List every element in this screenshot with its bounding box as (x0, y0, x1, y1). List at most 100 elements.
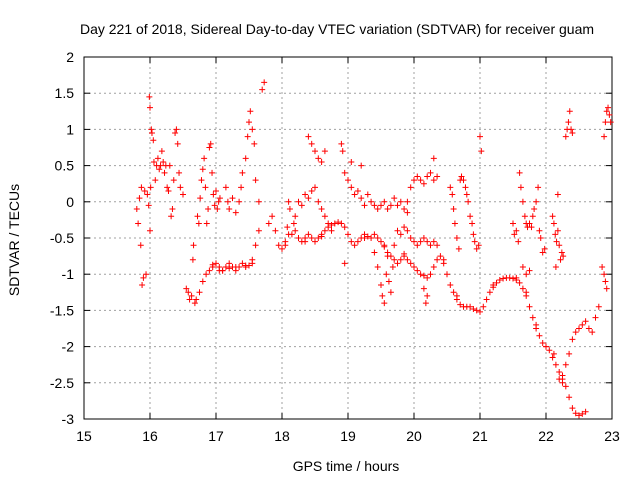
data-point (148, 126, 155, 133)
data-point (394, 227, 401, 234)
data-point (420, 285, 427, 292)
data-point (473, 245, 480, 252)
data-point (387, 202, 394, 209)
data-point (533, 198, 540, 205)
data-point (430, 238, 437, 245)
data-point (203, 220, 210, 227)
data-point (411, 177, 417, 184)
data-point (272, 227, 279, 234)
data-point (422, 300, 429, 307)
data-point (328, 221, 335, 228)
data-point (158, 148, 165, 155)
data-point (348, 184, 355, 191)
data-point (414, 267, 421, 274)
data-point (397, 256, 404, 263)
data-point (209, 261, 216, 268)
data-point (191, 300, 198, 307)
data-point (427, 271, 434, 278)
data-point (579, 321, 586, 328)
data-point (529, 314, 536, 321)
data-point (465, 198, 472, 205)
data-point (394, 202, 401, 209)
data-point (312, 148, 318, 155)
y-tick-label: -1.5 (50, 302, 74, 318)
data-point (335, 219, 342, 226)
data-point (345, 231, 351, 238)
data-point (341, 260, 348, 267)
x-tick-label: 18 (274, 428, 290, 444)
data-point (358, 162, 365, 169)
data-point (236, 198, 243, 205)
data-point (209, 169, 216, 176)
data-point (391, 256, 398, 263)
data-point (325, 220, 332, 227)
data-point (371, 249, 378, 256)
data-point (469, 220, 476, 227)
data-point (576, 325, 582, 332)
data-point (186, 296, 193, 303)
data-point (285, 198, 292, 205)
data-point (170, 177, 177, 184)
data-point (247, 108, 254, 115)
data-point (214, 206, 221, 213)
data-point (226, 260, 233, 267)
data-point (592, 314, 599, 321)
data-point (210, 191, 217, 198)
data-point (154, 155, 161, 162)
data-point (552, 263, 559, 270)
data-point (510, 220, 516, 227)
data-point (457, 301, 464, 308)
data-point (417, 271, 424, 278)
data-point (341, 224, 348, 231)
data-point (139, 282, 146, 289)
data-point (305, 195, 312, 202)
data-point (510, 275, 516, 282)
data-point (420, 180, 427, 187)
data-point (164, 184, 171, 191)
data-points (133, 79, 614, 419)
data-point (315, 155, 322, 162)
data-point (506, 274, 513, 281)
data-point (312, 238, 318, 245)
data-point (500, 275, 507, 282)
data-point (515, 238, 522, 245)
data-point (371, 202, 378, 209)
data-point (569, 130, 576, 137)
data-point (569, 405, 576, 412)
data-point (232, 263, 239, 270)
x-tick-label: 19 (340, 428, 356, 444)
data-point (238, 184, 245, 191)
data-point (424, 173, 431, 180)
data-point (407, 184, 414, 191)
data-point (202, 184, 209, 191)
data-point (252, 242, 259, 249)
data-point (201, 155, 208, 162)
x-tick-label: 17 (208, 428, 224, 444)
y-tick-label: -0.5 (50, 230, 74, 246)
data-point (550, 220, 557, 227)
data-point (450, 206, 457, 213)
data-point (290, 220, 297, 227)
data-point (381, 242, 388, 249)
data-point (152, 177, 159, 184)
data-point (193, 296, 200, 303)
data-point (549, 213, 556, 220)
data-point (404, 198, 411, 205)
data-point (368, 198, 375, 205)
data-point (145, 202, 152, 209)
data-point (148, 130, 155, 137)
data-point (450, 289, 457, 296)
data-point (166, 162, 173, 169)
data-point (531, 206, 538, 213)
data-point (239, 169, 246, 176)
data-point (602, 119, 609, 126)
data-point (601, 133, 608, 140)
data-point (232, 209, 239, 216)
data-point (605, 104, 612, 111)
data-point (374, 206, 381, 213)
data-point (302, 238, 309, 245)
data-point (424, 274, 431, 281)
data-point (539, 249, 546, 256)
data-point (585, 325, 592, 332)
data-point (321, 148, 328, 155)
